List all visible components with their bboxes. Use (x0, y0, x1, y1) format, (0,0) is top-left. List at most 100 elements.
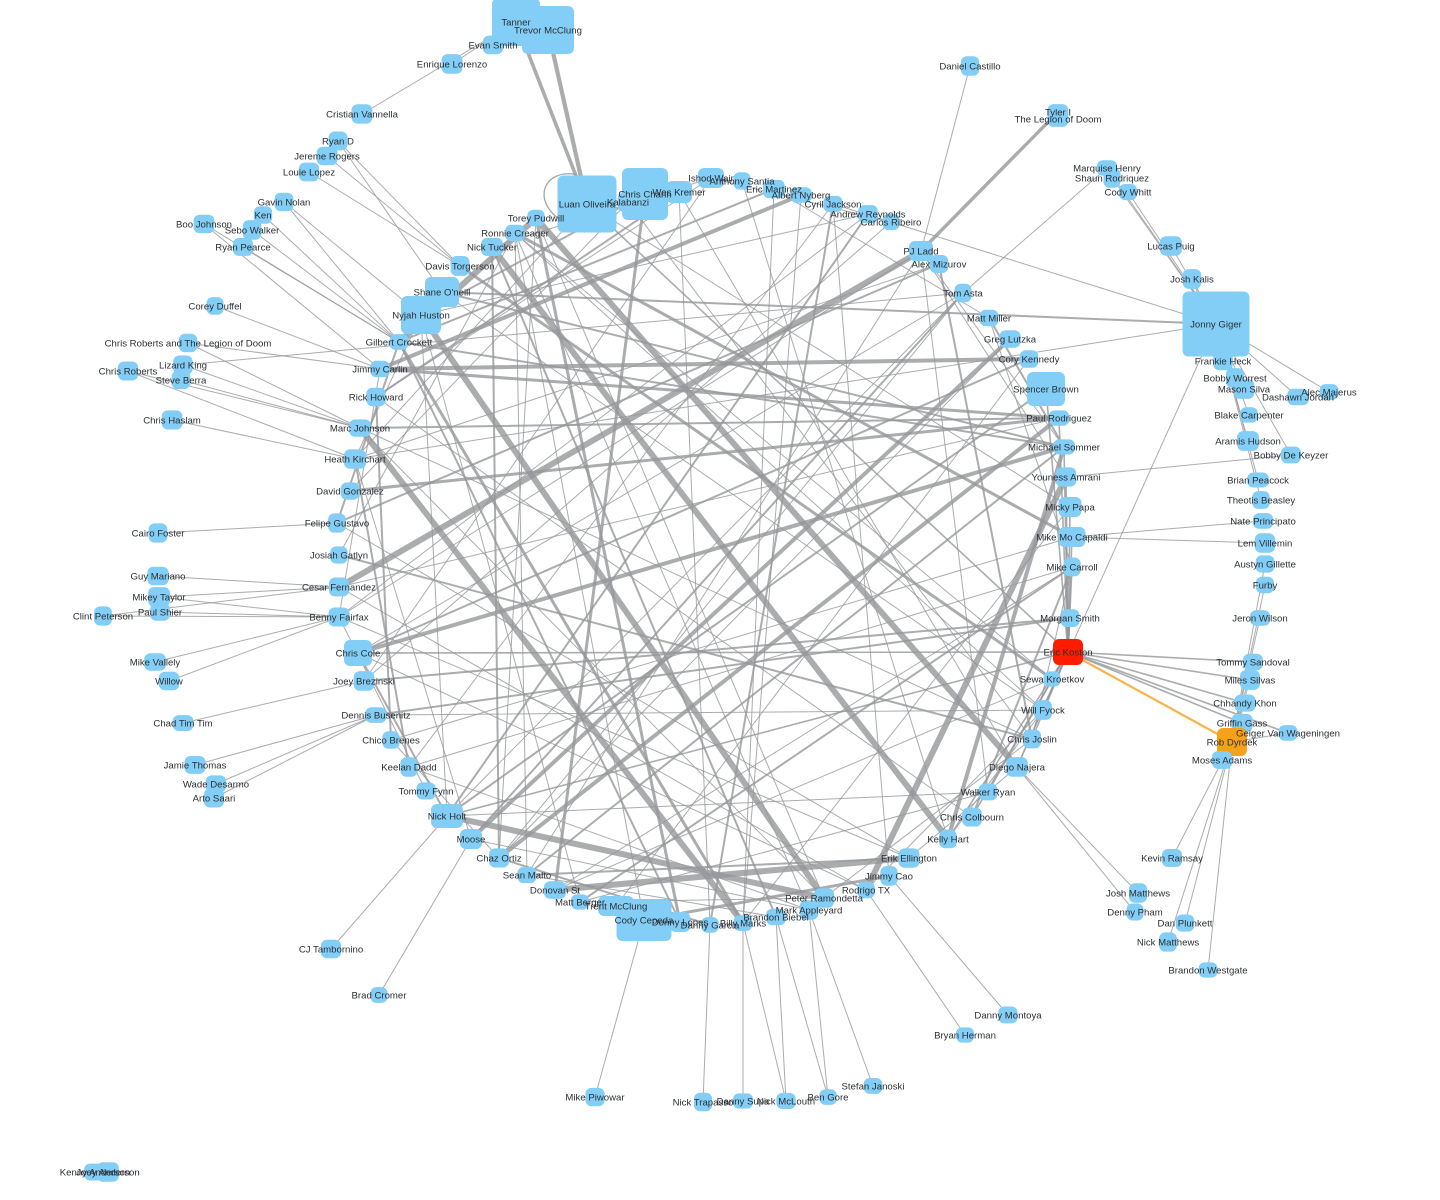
svg-text:Chris Roberts: Chris Roberts (99, 366, 158, 377)
svg-text:Enrique Lorenzo: Enrique Lorenzo (417, 59, 487, 70)
svg-text:Cairo Foster: Cairo Foster (132, 528, 186, 539)
svg-text:Davis Torgerson: Davis Torgerson (425, 261, 494, 272)
svg-text:Lizard King: Lizard King (159, 360, 207, 371)
svg-text:Aramis Hudson: Aramis Hudson (1215, 436, 1281, 447)
svg-text:Jimmy Carlin: Jimmy Carlin (352, 364, 407, 375)
svg-text:Tommy Sandoval: Tommy Sandoval (1216, 657, 1290, 668)
svg-text:Chico Brenes: Chico Brenes (362, 735, 420, 746)
svg-text:Ryan D: Ryan D (322, 136, 354, 147)
svg-text:Diego Najera: Diego Najera (989, 762, 1046, 773)
svg-text:Ronnie Creager: Ronnie Creager (481, 228, 550, 239)
svg-text:Kevin Ramsay: Kevin Ramsay (1141, 853, 1203, 864)
svg-text:Spencer Brown: Spencer Brown (1013, 384, 1079, 395)
svg-text:PJ Ladd: PJ Ladd (903, 246, 938, 257)
svg-text:Danny Montoya: Danny Montoya (974, 1010, 1042, 1021)
svg-text:Brian Peacock: Brian Peacock (1227, 475, 1289, 486)
svg-text:Torey Pudwill: Torey Pudwill (508, 213, 565, 224)
svg-text:Cody Whitt: Cody Whitt (1105, 187, 1152, 198)
svg-text:Mike Piwowar: Mike Piwowar (565, 1092, 625, 1103)
svg-text:Cristian Vannella: Cristian Vannella (326, 109, 398, 120)
svg-text:Gilbert Crockett: Gilbert Crockett (366, 337, 433, 348)
svg-text:Moses Adams: Moses Adams (1192, 755, 1252, 766)
svg-text:Mike Mo Capaldi: Mike Mo Capaldi (1036, 532, 1107, 543)
svg-text:Cory Kennedy: Cory Kennedy (999, 354, 1060, 365)
svg-text:Cesar Fernandez: Cesar Fernandez (302, 582, 376, 593)
svg-text:Bobby Worrest: Bobby Worrest (1203, 373, 1267, 384)
svg-text:Nick Matthews: Nick Matthews (1137, 937, 1200, 948)
svg-text:Josiah Gatlyn: Josiah Gatlyn (310, 550, 368, 561)
svg-text:Jimmy Cao: Jimmy Cao (865, 871, 913, 882)
svg-text:Moose: Moose (457, 834, 486, 845)
svg-text:Matt Berger: Matt Berger (555, 897, 606, 908)
svg-text:Matt Miller: Matt Miller (967, 313, 1012, 324)
svg-text:Jereme Rogers: Jereme Rogers (294, 151, 360, 162)
svg-text:Lucas Puig: Lucas Puig (1147, 241, 1194, 252)
svg-text:Greg Lutzka: Greg Lutzka (984, 334, 1037, 345)
svg-text:Tommy Fynn: Tommy Fynn (399, 786, 454, 797)
svg-text:Frankie Heck: Frankie Heck (1195, 356, 1252, 367)
svg-text:Lem Villemin: Lem Villemin (1238, 538, 1293, 549)
svg-text:Kelly Hart: Kelly Hart (927, 834, 969, 845)
svg-text:Chad Tim Tim: Chad Tim Tim (153, 718, 212, 729)
svg-text:Mike Vallely: Mike Vallely (130, 657, 181, 668)
svg-text:The Legion of Doom: The Legion of Doom (1015, 114, 1102, 125)
svg-text:Ben Gore: Ben Gore (807, 1092, 848, 1103)
svg-text:Josh Matthews: Josh Matthews (1106, 888, 1170, 899)
svg-text:Morgan Smith: Morgan Smith (1040, 613, 1100, 624)
svg-text:Corey Duffel: Corey Duffel (188, 301, 241, 312)
svg-text:Chris Roberts and The Legion o: Chris Roberts and The Legion of Doom (105, 338, 272, 349)
svg-text:Chris Cole: Chris Cole (336, 648, 381, 659)
svg-text:Gavin Nolan: Gavin Nolan (258, 197, 311, 208)
svg-text:Theotis Beasley: Theotis Beasley (1227, 495, 1295, 506)
svg-text:Chris Haslam: Chris Haslam (143, 415, 201, 426)
svg-text:Tanner: Tanner (501, 17, 531, 28)
svg-text:CJ Tambornino: CJ Tambornino (299, 944, 363, 955)
svg-text:Bobby De Keyzer: Bobby De Keyzer (1254, 450, 1329, 461)
svg-text:Youness Amrani: Youness Amrani (1032, 472, 1101, 483)
svg-text:Heath Kirchart: Heath Kirchart (324, 454, 386, 465)
svg-text:Sean Malto: Sean Malto (503, 870, 552, 881)
svg-text:Wes Kremer: Wes Kremer (652, 187, 706, 198)
svg-text:Dan Plunkett: Dan Plunkett (1158, 918, 1213, 929)
svg-text:Paul Rodriguez: Paul Rodriguez (1026, 413, 1092, 424)
svg-text:Denny Pham: Denny Pham (1107, 907, 1162, 918)
svg-text:Will Fyock: Will Fyock (1021, 705, 1065, 716)
svg-text:Jonny Giger: Jonny Giger (1190, 319, 1243, 330)
svg-text:Donovan St: Donovan St (530, 885, 580, 896)
svg-text:Josh Kalis: Josh Kalis (1170, 274, 1214, 285)
svg-text:Blake Carpenter: Blake Carpenter (1214, 410, 1284, 421)
svg-text:Furby: Furby (1253, 580, 1278, 591)
svg-text:Joey Brezinski: Joey Brezinski (333, 676, 395, 687)
svg-text:Jamie Thomas: Jamie Thomas (164, 760, 227, 771)
svg-text:Shane O'neill: Shane O'neill (414, 287, 471, 298)
svg-text:Peter Ramondetta: Peter Ramondetta (785, 893, 864, 904)
svg-text:Alec Majerus: Alec Majerus (1301, 387, 1357, 398)
svg-text:Rick Howard: Rick Howard (349, 392, 403, 403)
svg-text:Willow: Willow (155, 676, 183, 687)
svg-text:Micky Papa: Micky Papa (1045, 502, 1095, 513)
svg-text:Sewa Kroetkov: Sewa Kroetkov (1020, 674, 1085, 685)
svg-text:Nick McLouth: Nick McLouth (757, 1096, 815, 1107)
svg-text:Chaz Ortiz: Chaz Ortiz (476, 853, 522, 864)
svg-text:Nick Tucker: Nick Tucker (467, 242, 518, 253)
svg-text:Cody Cepeda: Cody Cepeda (615, 915, 674, 926)
svg-text:Daniel Castillo: Daniel Castillo (939, 61, 1000, 72)
svg-text:Boo Johnson: Boo Johnson (176, 219, 232, 230)
svg-text:Paul Shier: Paul Shier (138, 607, 183, 618)
svg-text:Felipe Gustavo: Felipe Gustavo (305, 518, 370, 529)
svg-text:Chris Colbourn: Chris Colbourn (940, 812, 1004, 823)
svg-text:Chris Joslin: Chris Joslin (1007, 734, 1057, 745)
svg-text:Guy Mariano: Guy Mariano (131, 571, 186, 582)
svg-text:Nick Holt: Nick Holt (428, 811, 467, 822)
svg-text:Bryan Herman: Bryan Herman (934, 1030, 996, 1041)
svg-text:Steve Berra: Steve Berra (156, 375, 207, 386)
svg-text:Chhandy Khon: Chhandy Khon (1213, 698, 1276, 709)
svg-text:Ken: Ken (254, 210, 271, 221)
svg-text:Jeron Wilson: Jeron Wilson (1232, 613, 1287, 624)
svg-text:Erik Ellington: Erik Ellington (881, 853, 937, 864)
svg-text:Austyn Gillette: Austyn Gillette (1234, 559, 1296, 570)
svg-text:Carlos Ribeiro: Carlos Ribeiro (861, 217, 922, 228)
svg-text:Mikey Taylor: Mikey Taylor (132, 592, 186, 603)
svg-text:Tom Asta: Tom Asta (943, 288, 983, 299)
svg-text:Brad Cromer: Brad Cromer (352, 990, 408, 1001)
